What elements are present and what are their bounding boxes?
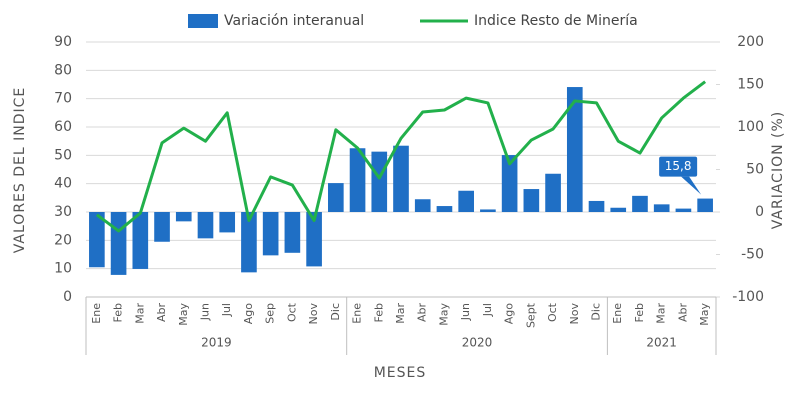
bar	[610, 207, 627, 212]
y-tick-label: 60	[54, 119, 72, 135]
bar	[566, 87, 583, 212]
x-tick-label: Abr	[155, 303, 168, 323]
bar	[458, 190, 474, 212]
value-label-box	[659, 156, 698, 177]
bar	[306, 212, 322, 267]
x-tick-label: Dic	[329, 303, 342, 321]
x-tick-label: Jul	[481, 303, 494, 317]
x-tick-label: May	[698, 303, 711, 326]
y2-tick-label: -100	[732, 289, 764, 305]
y-axis-title: VALORES DEL INDICE	[12, 87, 28, 254]
bar	[480, 209, 496, 212]
x-tick-label: Dic	[590, 303, 603, 321]
bar	[284, 212, 301, 253]
x-tick-label: Jun	[459, 303, 472, 321]
x-tick-label: Feb	[372, 303, 385, 322]
bar	[132, 212, 149, 269]
y-tick-label: 70	[54, 91, 72, 107]
legend-label: Indice Resto de Minería	[474, 13, 638, 29]
x-tick-label: Ene	[90, 303, 103, 324]
bar	[697, 198, 713, 212]
y2-tick-label: -50	[741, 247, 764, 263]
bar	[414, 199, 431, 212]
y-tick-label: 40	[54, 176, 72, 192]
bar	[349, 148, 366, 212]
bar	[328, 183, 344, 212]
x-tick-label: Nov	[568, 303, 581, 325]
x-tick-label: Sep	[264, 303, 277, 324]
x-tick-label: Ago	[242, 303, 255, 325]
value-label: 15,8	[665, 159, 692, 173]
x-tick-label: Jun	[198, 303, 211, 321]
bar	[501, 155, 518, 212]
y2-tick-label: 100	[737, 119, 764, 135]
x-tick-label: Mar	[655, 303, 668, 324]
bar	[110, 212, 127, 275]
bar	[436, 206, 453, 212]
x-tick-label: Ago	[503, 303, 516, 325]
y2-axis-title: VARIACION (%)	[770, 111, 786, 230]
y-tick-label: 50	[54, 147, 72, 163]
bar	[588, 200, 605, 212]
y2-tick-label: 50	[746, 162, 764, 178]
x-tick-label: May	[177, 303, 190, 326]
value-label-pointer	[681, 176, 702, 195]
y-tick-label: 30	[54, 204, 72, 220]
x-tick-label: Oct	[546, 302, 559, 322]
legend-label: Variación interanual	[224, 13, 364, 29]
y2-tick-label: 0	[755, 204, 764, 220]
bar	[653, 204, 670, 212]
y-tick-label: 10	[54, 261, 72, 277]
group-label: 2020	[462, 336, 493, 350]
bar	[545, 173, 561, 212]
bar	[197, 212, 214, 239]
bar	[241, 212, 257, 273]
x-tick-label: Sept	[524, 302, 537, 328]
group-label: 2019	[201, 336, 232, 350]
x-tick-label: Abr	[676, 303, 689, 323]
x-tick-label: May	[437, 303, 450, 326]
line	[95, 80, 707, 233]
y-tick-label: 0	[63, 289, 72, 305]
x-tick-label: Ene	[351, 303, 364, 324]
bar	[371, 151, 388, 212]
bar	[675, 208, 692, 212]
x-axis-title: MESES	[374, 365, 427, 381]
y2-tick-label: 150	[737, 77, 764, 93]
x-tick-label: Feb	[112, 303, 125, 322]
x-tick-label: Jul	[220, 303, 233, 317]
bar	[632, 195, 648, 212]
bar	[89, 212, 105, 268]
y-tick-label: 80	[54, 62, 72, 78]
x-tick-label: Mar	[133, 303, 146, 324]
y-tick-label: 20	[54, 232, 72, 248]
y2-tick-label: 200	[737, 34, 764, 50]
bar	[219, 212, 236, 233]
x-tick-label: Oct	[285, 302, 298, 322]
bar	[393, 145, 409, 212]
y-tick-label: 90	[54, 34, 72, 50]
legend-swatch	[188, 14, 218, 28]
x-tick-label: Mar	[394, 303, 407, 324]
x-tick-label: Abr	[416, 303, 429, 323]
bar	[154, 212, 170, 242]
bar	[523, 189, 540, 212]
bar	[175, 212, 192, 222]
x-tick-label: Ene	[611, 303, 624, 324]
bar	[262, 212, 279, 256]
x-tick-label: Feb	[633, 303, 646, 322]
x-tick-label: Nov	[307, 303, 320, 325]
group-label: 2021	[646, 336, 677, 350]
